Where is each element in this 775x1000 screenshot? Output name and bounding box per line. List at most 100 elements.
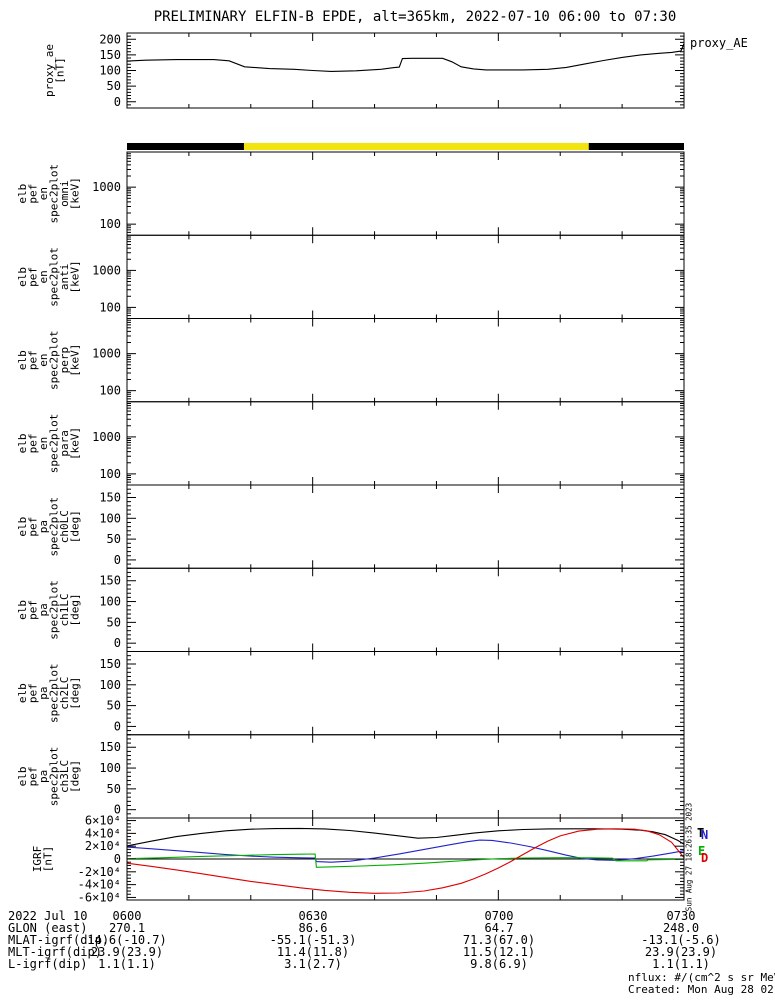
row-label-mlat: MLAT-igrf(dip) <box>8 933 110 947</box>
table-cell: 1.1(1.1) <box>652 957 710 971</box>
panel-ylabel-line: pef <box>26 766 39 786</box>
row-label-glon: GLON (east) <box>8 921 88 935</box>
y-tick-label: 1000 <box>92 430 121 444</box>
y-tick-label: -6×10⁴ <box>78 890 121 904</box>
igrf-legend-letter-D: D <box>701 851 709 865</box>
panel-ylabel-line: en <box>37 270 50 283</box>
timestamp-watermark: Sun Aug 27 18:26:35 2023 <box>684 802 694 912</box>
y-tick-label: 0 <box>114 719 121 733</box>
panel-ylabel-line: elb <box>16 433 29 453</box>
y-tick-label: 0 <box>114 95 121 109</box>
y-tick-label: 0 <box>114 803 121 817</box>
y-tick-label: 100 <box>99 64 121 78</box>
series-T <box>127 827 684 847</box>
table-cell: 86.6 <box>298 921 328 935</box>
panel-ylabel-line: spec2plot <box>47 330 60 390</box>
y-tick-label: 200 <box>99 32 121 46</box>
y-tick-label: 50 <box>107 782 121 796</box>
igrf-legend-letter-E: E <box>698 844 706 858</box>
panel-en_para <box>126 401 685 486</box>
y-tick-label: 150 <box>99 740 121 754</box>
panel-pa_ch1LC <box>126 567 685 652</box>
panel-ylabel-line: pef <box>26 600 39 620</box>
table-row: MLAT-igrf(dip) 14.6(-10.7) -55.1(-51.3) … <box>0 933 775 947</box>
table-cell: -13.1(-5.6) <box>641 933 721 947</box>
y-tick-label: 6×10⁴ <box>85 814 121 828</box>
y-tick-label: 50 <box>107 699 121 713</box>
panel-ylabel-line: pa <box>37 770 50 783</box>
panel-ylabel-line: ch0LC <box>58 510 71 543</box>
xtick-label: 0730 <box>666 909 696 923</box>
y-tick-label: 150 <box>99 657 121 671</box>
panel-ylabel-line: IGRF <box>31 846 44 873</box>
table-cell: 23.9(23.9) <box>90 945 164 959</box>
panel-ylabel-line: spec2plot <box>47 414 60 474</box>
created-timestamp: Created: Mon Aug 28 02:26:35 2023 <box>628 983 775 996</box>
panel-ylabel-line: ch3LC <box>58 760 71 793</box>
y-tick-label: 100 <box>99 300 121 314</box>
panel-ylabel-line: anti <box>58 264 71 291</box>
panel-ylabel-line: [keV] <box>68 177 81 210</box>
panel-en_perp <box>126 318 685 403</box>
panel-ylabel-line: [nT] <box>53 57 66 84</box>
y-tick-label: 50 <box>107 532 121 546</box>
panel-ylabel-line: [deg] <box>68 593 81 626</box>
y-tick-label: 0 <box>114 852 121 866</box>
panel-ylabel-line: [nT] <box>41 846 54 873</box>
panel-ylabel-line: pa <box>37 520 50 533</box>
table-cell: 11.4(11.8) <box>276 945 350 959</box>
plot-title: PRELIMINARY ELFIN-B EPDE, alt=365km, 202… <box>153 9 677 25</box>
panel-ylabel-line: omni <box>58 180 71 207</box>
table-row: MLT-igrf(dip) 23.9(23.9) 11.4(11.8) 11.5… <box>0 945 775 959</box>
panel-ylabel-line: [deg] <box>68 677 81 710</box>
panel-ylabel-line: pa <box>37 603 50 616</box>
y-tick-label: 150 <box>99 490 121 504</box>
table-cell: -55.1(-51.3) <box>269 933 357 947</box>
y-tick-label: 1000 <box>92 180 121 194</box>
y-tick-label: 4×10⁴ <box>85 826 121 840</box>
series-proxy_ae <box>127 43 684 72</box>
row-label-mlt: MLT-igrf(dip) <box>8 945 102 959</box>
y-tick-label: 0 <box>114 636 121 650</box>
y-tick-label: 2×10⁴ <box>85 839 121 853</box>
table-row: GLON (east) 270.1 86.6 64.7 248.0 <box>0 921 775 935</box>
panel-ylabel-line: para <box>58 430 71 457</box>
panel-ylabel-line: pef <box>26 517 39 537</box>
panel-ylabel-line: spec2plot <box>47 580 60 640</box>
table-cell: 270.1 <box>108 921 146 935</box>
panel-ylabel-line: ch1LC <box>58 593 71 626</box>
table-cell: 11.5(12.1) <box>462 945 536 959</box>
panel-ylabel-line: [deg] <box>68 760 81 793</box>
panel-en_anti <box>126 234 685 319</box>
panel-ylabel-line: elb <box>16 766 29 786</box>
panel-ylabel-line: proxy_ae <box>43 44 56 97</box>
panel-ylabel-line: [deg] <box>68 510 81 543</box>
panel-pa_ch0LC <box>126 484 685 569</box>
series-N <box>127 839 684 863</box>
y-tick-label: 100 <box>99 511 121 525</box>
series-D <box>127 828 684 894</box>
y-tick-label: 150 <box>99 48 121 62</box>
panel-ylabel-line: pef <box>26 184 39 204</box>
y-tick-label: 150 <box>99 574 121 588</box>
panel-ylabel-line: pef <box>26 683 39 703</box>
panel-ylabel-line: [keV] <box>68 427 81 460</box>
panel-ylabel-line: spec2plot <box>47 663 60 723</box>
y-tick-label: 100 <box>99 595 121 609</box>
panel-ylabel-line: pef <box>26 350 39 370</box>
panel-en_omni <box>126 151 685 236</box>
y-tick-label: 50 <box>107 615 121 629</box>
y-tick-label: 0 <box>114 553 121 567</box>
panel-ylabel-line: pef <box>26 267 39 287</box>
panel-ylabel-line: spec2plot <box>47 747 60 807</box>
table-row: 2022 Jul 10 0600 0630 0700 0730 <box>0 909 775 923</box>
igrf-legend-letter-N: N <box>701 828 709 842</box>
panel-ylabel-line: elb <box>16 267 29 287</box>
panel-ylabel-line: en <box>37 354 50 367</box>
panel-pa_ch3LC <box>126 734 685 819</box>
availability-bar-segment <box>243 143 589 150</box>
table-cell: 14.6(-10.7) <box>87 933 167 947</box>
panel-ylabel-line: spec2plot <box>47 164 60 224</box>
